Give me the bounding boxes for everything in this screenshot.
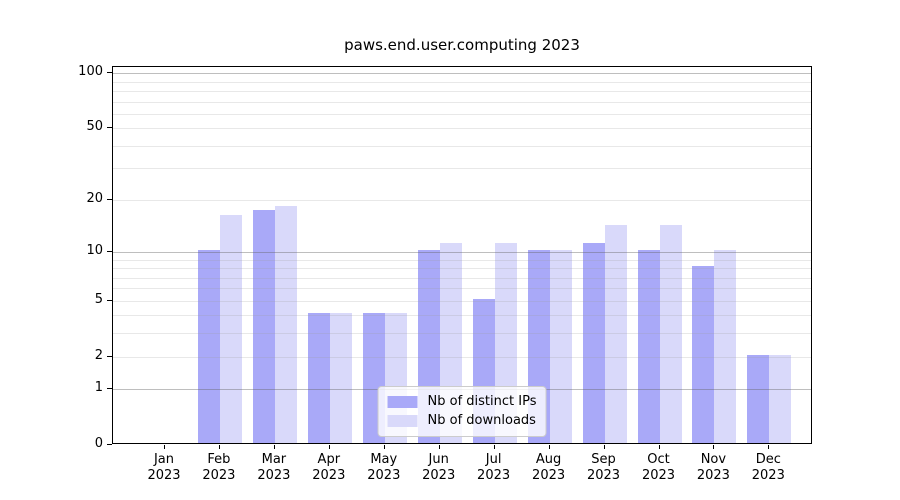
x-tick-year: 2023 (257, 468, 291, 483)
bar-distinct-ips (252, 210, 275, 443)
x-tick-year: 2023 (532, 468, 566, 483)
x-tick-month: Sep (591, 452, 616, 467)
x-tick-month: Jun (428, 452, 449, 467)
bar-downloads (659, 224, 682, 443)
x-tick-mark (273, 445, 275, 449)
x-tick-month: May (370, 452, 398, 467)
y-tick-label: 5 (94, 291, 103, 307)
x-tick-year: 2023 (367, 468, 401, 483)
x-tick-month: Dec (755, 452, 781, 467)
x-tick-label: Aug 2023 (519, 452, 579, 484)
legend-swatch-downloads (387, 414, 418, 427)
x-tick-label: Dec 2023 (738, 452, 798, 484)
y-tick-mark (107, 198, 112, 200)
bars-layer (113, 67, 811, 443)
y-tick-label: 50 (86, 119, 103, 135)
bar-distinct-ips (307, 313, 330, 443)
x-tick-mark (164, 445, 165, 449)
bar-downloads (769, 354, 792, 443)
y-tick-mark (107, 444, 112, 445)
y-tick-label: 1 (94, 380, 103, 396)
x-tick-label: Nov 2023 (683, 452, 743, 484)
x-tick-year: 2023 (202, 468, 236, 483)
x-tick-month: Aug (535, 452, 562, 467)
legend-swatch-distinct-ips (387, 395, 418, 408)
y-tick-mark (107, 355, 112, 357)
x-tick-mark (768, 445, 770, 449)
y-tick-label: 2 (94, 347, 103, 363)
y-tick-label: 20 (86, 190, 103, 206)
x-tick-year: 2023 (422, 468, 456, 483)
x-tick-mark (328, 445, 330, 449)
x-tick-month: Feb (207, 452, 231, 467)
x-tick-label: Feb 2023 (189, 452, 249, 484)
y-tick-mark (107, 388, 112, 390)
x-tick-mark (438, 445, 440, 449)
y-tick-mark (107, 127, 112, 129)
plot-area: Nb of distinct IPs Nb of downloads (112, 66, 812, 444)
y-tick-mark (107, 72, 112, 74)
bar-downloads (604, 224, 627, 443)
x-tick-month: Apr (317, 452, 341, 467)
legend-label: Nb of downloads (427, 413, 536, 428)
y-tick-mark (107, 299, 112, 301)
bar-downloads (219, 214, 242, 443)
x-tick-mark (548, 445, 550, 449)
x-tick-year: 2023 (312, 468, 346, 483)
y-tick-label: 0 (94, 436, 103, 451)
x-tick-mark (713, 445, 715, 449)
x-tick-month: Oct (647, 452, 670, 467)
x-tick-month: Mar (261, 452, 287, 467)
x-tick-mark (658, 445, 660, 449)
bar-distinct-ips (747, 354, 770, 443)
x-tick-year: 2023 (696, 468, 730, 483)
bar-distinct-ips (692, 266, 715, 443)
bar-distinct-ips (582, 242, 605, 443)
bar-downloads (714, 249, 737, 443)
x-tick-label: Mar 2023 (244, 452, 304, 484)
x-tick-year: 2023 (641, 468, 676, 483)
x-tick-label: May 2023 (354, 452, 414, 484)
x-tick-year: 2023 (586, 468, 621, 483)
x-tick-year: 2023 (751, 468, 785, 483)
x-tick-mark (603, 445, 605, 449)
bar-distinct-ips (197, 249, 220, 443)
bar-distinct-ips (637, 249, 660, 443)
x-tick-label: Oct 2023 (629, 452, 689, 484)
x-tick-mark (493, 445, 495, 449)
x-tick-mark (383, 445, 385, 449)
x-tick-month: Jan (153, 452, 175, 467)
x-tick-month: Jul (485, 452, 502, 467)
legend-row: Nb of downloads (387, 411, 537, 430)
x-tick-label: Sep 2023 (574, 452, 634, 484)
x-tick-year: 2023 (147, 468, 181, 483)
bar-downloads (329, 313, 352, 443)
x-tick-year: 2023 (477, 468, 511, 483)
legend-label: Nb of distinct IPs (427, 394, 537, 409)
chart-title: paws.end.user.computing 2023 (344, 36, 580, 54)
y-tick-label: 100 (78, 64, 103, 80)
y-tick-label: 10 (86, 242, 103, 258)
y-tick-mark (107, 250, 112, 252)
bar-downloads (274, 205, 297, 443)
x-tick-label: Jan 2023 (134, 452, 194, 484)
x-tick-label: Jun 2023 (409, 452, 469, 484)
legend: Nb of distinct IPs Nb of downloads (377, 386, 547, 437)
bar-downloads (549, 249, 572, 443)
x-tick-month: Nov (700, 452, 727, 467)
x-tick-label: Apr 2023 (299, 452, 359, 484)
x-tick-label: Jul 2023 (464, 452, 524, 484)
legend-row: Nb of distinct IPs (387, 392, 537, 411)
x-tick-mark (218, 445, 220, 449)
